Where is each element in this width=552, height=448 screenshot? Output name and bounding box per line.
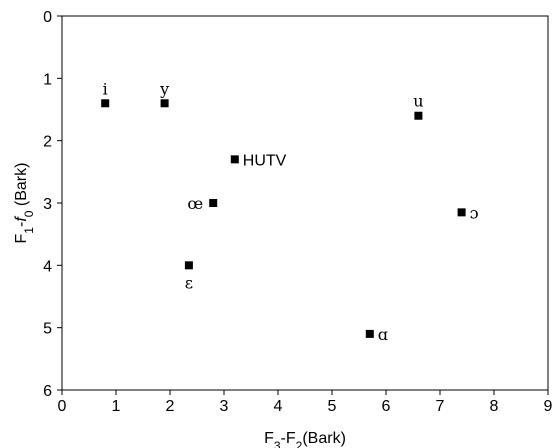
point-marker xyxy=(457,208,466,217)
x-tick-label: 4 xyxy=(274,398,283,415)
y-tick-label: 0 xyxy=(43,9,52,26)
data-points: i y u HUTV œ ɔ ɛ ɑ xyxy=(101,79,479,344)
y-tick-label: 2 xyxy=(43,134,52,151)
x-tick-label: 0 xyxy=(58,398,67,415)
y-tick-label: 5 xyxy=(43,321,52,338)
x-axis-ticks: 0 1 2 3 4 5 6 7 8 9 xyxy=(58,390,552,415)
point-marker xyxy=(209,199,218,207)
point-marker xyxy=(365,329,374,338)
y-tick-label: 6 xyxy=(43,383,52,400)
point-marker xyxy=(414,111,423,120)
point-label: y xyxy=(159,79,169,98)
point-marker xyxy=(160,99,169,108)
y-axis-label: F1-f0 (Bark) xyxy=(13,163,36,244)
x-tick-label: 1 xyxy=(112,398,121,415)
point-label: i xyxy=(103,79,108,98)
point-label: ɑ xyxy=(378,325,388,344)
x-axis-label: F3-F2(Bark) xyxy=(264,430,346,448)
y-tick-label: 3 xyxy=(43,196,52,213)
point-label: ɛ xyxy=(185,273,193,292)
point-marker xyxy=(184,261,193,270)
y-tick-label: 1 xyxy=(43,71,52,88)
point-label: ɔ xyxy=(470,203,479,222)
x-tick-label: 7 xyxy=(436,398,445,415)
y-axis-ticks: 0 1 2 3 4 5 6 xyxy=(43,9,62,400)
y-tick-label: 4 xyxy=(43,258,52,275)
x-tick-label: 3 xyxy=(220,398,229,415)
x-tick-label: 5 xyxy=(328,398,337,415)
x-tick-label: 2 xyxy=(166,398,175,415)
x-tick-label: 8 xyxy=(490,398,499,415)
point-label: œ xyxy=(187,194,203,213)
point-label: u xyxy=(413,92,423,111)
point-label: HUTV xyxy=(243,152,287,169)
point-marker xyxy=(101,99,110,108)
point-marker xyxy=(230,155,239,164)
x-tick-label: 9 xyxy=(544,398,552,415)
x-tick-label: 6 xyxy=(382,398,391,415)
